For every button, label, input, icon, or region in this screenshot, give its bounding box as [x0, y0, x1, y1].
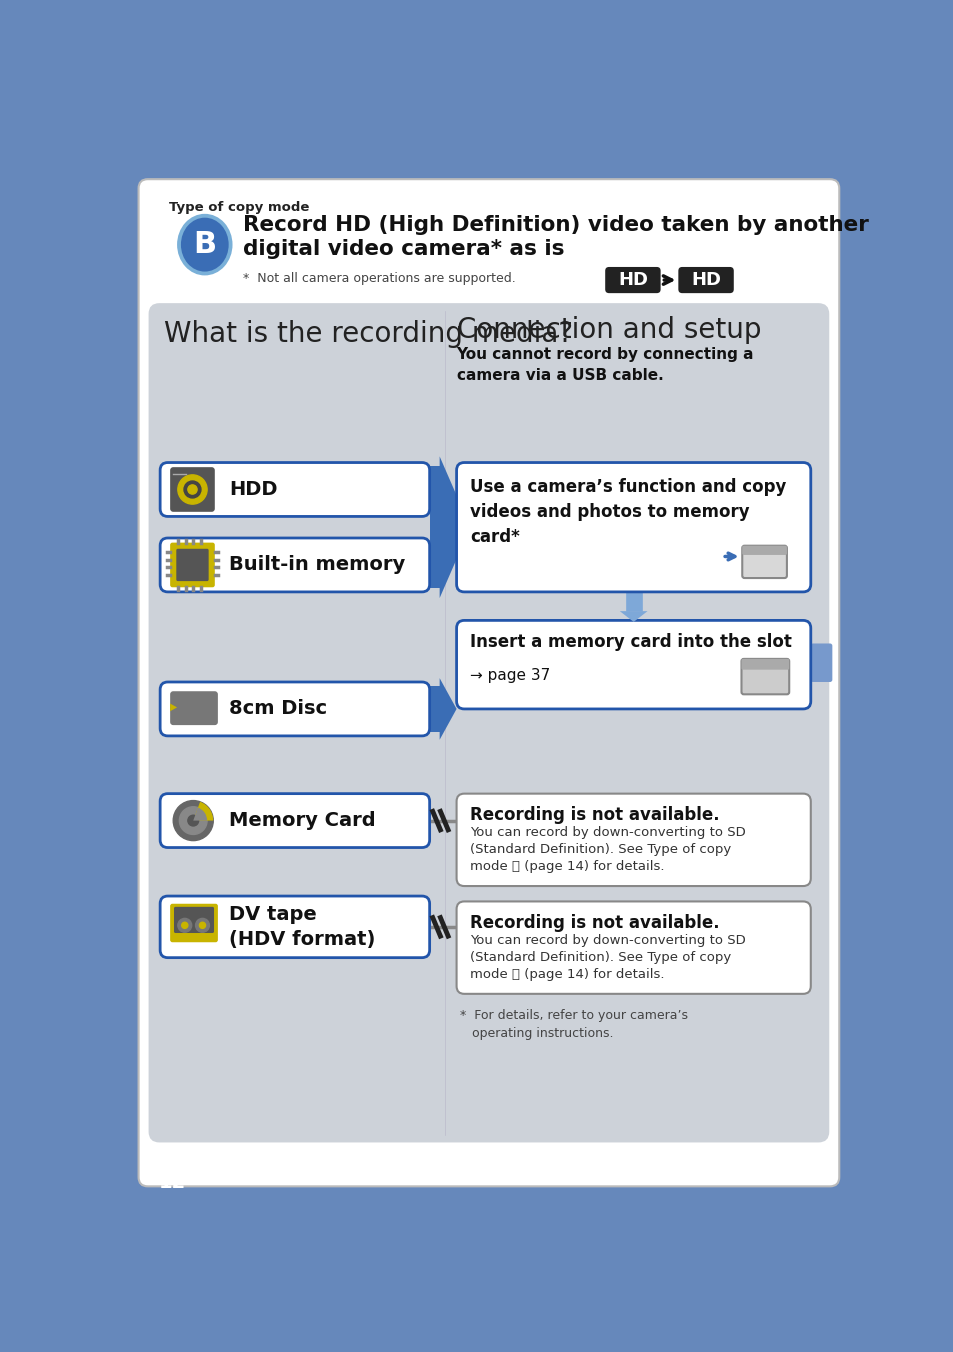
FancyBboxPatch shape — [740, 658, 788, 695]
Text: B: B — [193, 230, 216, 260]
FancyBboxPatch shape — [170, 903, 217, 942]
FancyBboxPatch shape — [456, 902, 810, 994]
Text: 8cm Disc: 8cm Disc — [229, 699, 327, 718]
FancyBboxPatch shape — [160, 462, 429, 516]
Wedge shape — [193, 802, 213, 821]
FancyBboxPatch shape — [170, 468, 214, 512]
Text: Type of copy mode: Type of copy mode — [170, 200, 310, 214]
Polygon shape — [170, 703, 177, 711]
Text: DV tape
(HDV format): DV tape (HDV format) — [229, 904, 375, 949]
Text: *  For details, refer to your camera’s
   operating instructions.: * For details, refer to your camera’s op… — [460, 1009, 688, 1040]
FancyBboxPatch shape — [740, 658, 788, 669]
FancyBboxPatch shape — [138, 180, 839, 1186]
Text: 12: 12 — [158, 1174, 186, 1192]
Polygon shape — [439, 679, 456, 740]
Text: Memory Card: Memory Card — [229, 811, 375, 830]
FancyBboxPatch shape — [160, 794, 429, 848]
Text: *  Not all camera operations are supported.: * Not all camera operations are supporte… — [243, 272, 516, 285]
Text: HD: HD — [690, 270, 720, 289]
Text: Use a camera’s function and copy
videos and photos to memory
card*: Use a camera’s function and copy videos … — [470, 479, 786, 546]
FancyBboxPatch shape — [741, 546, 786, 554]
FancyBboxPatch shape — [456, 794, 810, 886]
FancyBboxPatch shape — [160, 896, 429, 957]
FancyBboxPatch shape — [741, 546, 786, 579]
Polygon shape — [439, 457, 470, 598]
FancyBboxPatch shape — [604, 266, 659, 293]
Ellipse shape — [177, 214, 233, 276]
FancyBboxPatch shape — [456, 462, 810, 592]
Ellipse shape — [181, 218, 229, 272]
Text: You can record by down-converting to SD
(Standard Definition). See Type of copy
: You can record by down-converting to SD … — [470, 826, 745, 873]
Text: HDD: HDD — [229, 480, 277, 499]
FancyBboxPatch shape — [678, 266, 733, 293]
FancyBboxPatch shape — [160, 538, 429, 592]
Text: → page 37: → page 37 — [470, 668, 550, 683]
Text: Recording is not available.: Recording is not available. — [470, 914, 720, 932]
Polygon shape — [429, 466, 439, 588]
FancyBboxPatch shape — [149, 303, 828, 1142]
Polygon shape — [619, 611, 647, 622]
Text: Recording is not available.: Recording is not available. — [470, 806, 720, 823]
Circle shape — [177, 475, 207, 504]
Wedge shape — [193, 807, 207, 821]
Circle shape — [199, 922, 205, 929]
Text: Record HD (High Definition) video taken by another: Record HD (High Definition) video taken … — [243, 215, 868, 235]
FancyBboxPatch shape — [176, 549, 209, 581]
Circle shape — [188, 815, 198, 826]
Polygon shape — [429, 685, 439, 731]
Circle shape — [173, 800, 213, 841]
Circle shape — [181, 922, 188, 929]
Text: Connection and setup: Connection and setup — [456, 316, 760, 345]
FancyBboxPatch shape — [810, 644, 831, 681]
FancyBboxPatch shape — [160, 681, 429, 735]
Polygon shape — [741, 546, 751, 549]
Text: You cannot record by connecting a
camera via a USB cable.: You cannot record by connecting a camera… — [456, 347, 753, 383]
Text: What is the recording media?: What is the recording media? — [164, 320, 573, 347]
Text: HD: HD — [618, 270, 647, 289]
Text: Insert a memory card into the slot: Insert a memory card into the slot — [470, 633, 792, 650]
Text: Built-in memory: Built-in memory — [229, 556, 405, 575]
Circle shape — [195, 918, 210, 933]
Text: digital video camera* as is: digital video camera* as is — [243, 239, 564, 260]
Circle shape — [184, 481, 201, 498]
FancyBboxPatch shape — [173, 907, 213, 933]
FancyBboxPatch shape — [170, 691, 217, 725]
FancyBboxPatch shape — [456, 621, 810, 708]
Circle shape — [188, 485, 197, 493]
FancyBboxPatch shape — [170, 542, 214, 587]
Text: You can record by down-converting to SD
(Standard Definition). See Type of copy
: You can record by down-converting to SD … — [470, 934, 745, 980]
Circle shape — [179, 807, 207, 834]
Circle shape — [177, 918, 192, 933]
